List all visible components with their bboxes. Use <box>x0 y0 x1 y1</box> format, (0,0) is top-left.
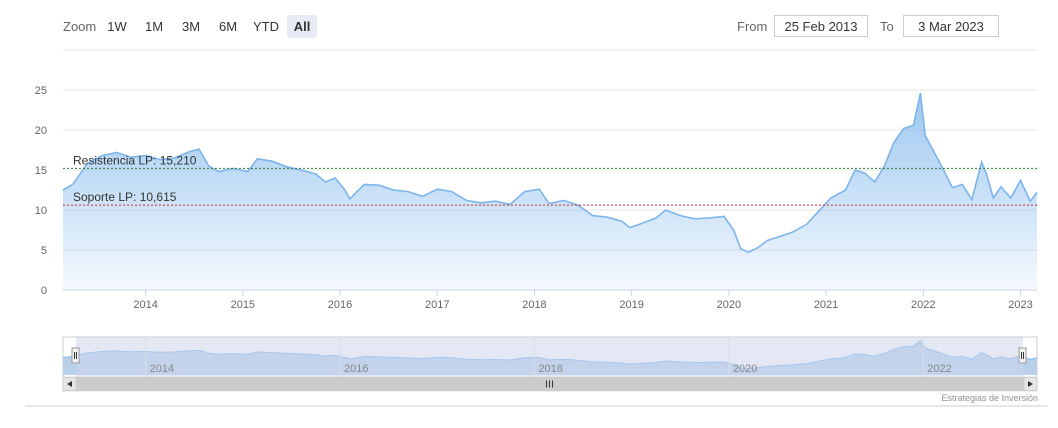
zoom-1w-button[interactable]: 1W <box>107 19 127 34</box>
x-tick-label: 2020 <box>717 299 741 311</box>
zoom-6m-button[interactable]: 6M <box>218 19 238 34</box>
credits-text: Estrategias de Inversión <box>941 393 1038 403</box>
zoom-all-button[interactable]: All <box>287 15 317 38</box>
arrow-left-icon <box>67 381 72 387</box>
zoom-1m-button[interactable]: 1M <box>144 19 164 34</box>
navigator[interactable]: 2014 2016 2018 2020 2022 <box>62 336 1038 378</box>
y-tick-label: 25 <box>35 85 47 97</box>
series-line <box>62 93 1038 254</box>
to-label: To <box>880 19 894 34</box>
scrollbar-right-button[interactable] <box>1023 377 1038 391</box>
x-tick-label: 2022 <box>911 299 935 311</box>
annotations: Resistencia LP: 15,210 Soporte LP: 10,615 <box>63 153 1037 206</box>
navigator-tick-label: 2020 <box>733 363 757 375</box>
zoom-3m-button[interactable]: 3M <box>181 19 201 34</box>
zoom-label: Zoom <box>63 19 97 34</box>
x-tick-label: 2017 <box>425 299 449 311</box>
series-area <box>63 93 1037 290</box>
scrollbar[interactable] <box>62 376 1038 392</box>
navigator-mask[interactable] <box>76 337 1023 377</box>
y-tick-label: 5 <box>41 245 47 257</box>
x-tick-label: 2021 <box>814 299 838 311</box>
navigator-tick-label: 2014 <box>150 363 174 375</box>
navigator-left-handle[interactable] <box>71 347 80 364</box>
x-tick-label: 2023 <box>1008 299 1032 311</box>
navigator-right-handle[interactable] <box>1018 347 1027 364</box>
x-tick-label: 2015 <box>231 299 255 311</box>
navigator-labels: 2014 2016 2018 2020 2022 <box>150 363 952 375</box>
support-label: Soporte LP: 10,615 <box>73 190 177 204</box>
arrow-right-icon <box>1028 381 1033 387</box>
from-date-input[interactable]: 25 Feb 2013 <box>774 15 868 37</box>
y-tick-label: 0 <box>41 285 47 297</box>
scrollbar-left-button[interactable] <box>62 377 77 391</box>
x-tick-label: 2014 <box>133 299 157 311</box>
navigator-tick-label: 2018 <box>538 363 562 375</box>
navigator-tick-label: 2016 <box>344 363 368 375</box>
navigator-tick-label: 2022 <box>927 363 951 375</box>
scrollbar-grip-icon <box>546 380 553 388</box>
y-tick-label: 10 <box>35 205 47 217</box>
x-axis-labels: 2014 2015 2016 2017 2018 2019 2020 2021 2022 2023 <box>133 290 1033 311</box>
x-tick-label: 2016 <box>328 299 352 311</box>
to-date-input[interactable]: 3 Mar 2023 <box>903 15 999 37</box>
y-axis-labels: 0 5 10 15 20 25 <box>35 85 47 297</box>
from-label: From <box>737 19 768 34</box>
zoom-ytd-button[interactable]: YTD <box>253 19 279 34</box>
y-tick-label: 15 <box>35 165 47 177</box>
x-tick-label: 2019 <box>619 299 643 311</box>
y-tick-label: 20 <box>35 125 47 137</box>
x-tick-label: 2018 <box>522 299 546 311</box>
resistance-label: Resistencia LP: 15,210 <box>73 153 197 167</box>
